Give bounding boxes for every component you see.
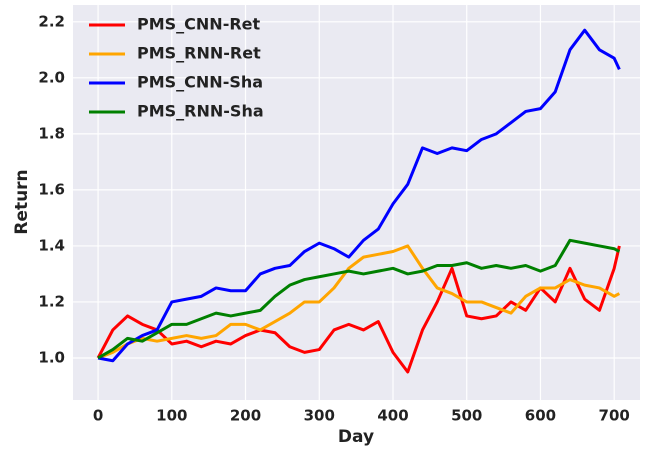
y-tick-label: 1.6: [38, 180, 65, 198]
y-tick-label: 2.2: [38, 12, 65, 30]
series-line: [97, 28, 621, 363]
series-line: [97, 238, 621, 360]
y-tick-label: 1.2: [38, 292, 65, 310]
y-tick-label: 1.0: [38, 348, 65, 366]
x-axis-label: Day: [338, 427, 374, 447]
y-tick-label: 2.0: [38, 68, 65, 86]
y-axis-label: Return: [12, 169, 32, 234]
plot-area: [73, 5, 640, 400]
x-tick-label: 200: [230, 407, 261, 425]
legend-label: PMS_RNN-Sha: [137, 102, 264, 121]
x-tick-label: 500: [451, 407, 482, 425]
x-tick-label: 700: [599, 407, 630, 425]
legend-label: PMS_CNN-Sha: [137, 73, 263, 92]
x-tick-label: 600: [525, 407, 556, 425]
legend-label: PMS_RNN-Ret: [137, 44, 261, 63]
x-tick-label: 0: [93, 407, 103, 425]
x-tick-label: 400: [377, 407, 408, 425]
legend-label: PMS_CNN-Ret: [137, 15, 261, 34]
x-tick-label: 300: [304, 407, 335, 425]
y-tick-label: 1.4: [38, 236, 65, 254]
y-tick-label: 1.8: [38, 124, 65, 142]
series-line: [97, 244, 621, 360]
x-tick-label: 100: [156, 407, 187, 425]
